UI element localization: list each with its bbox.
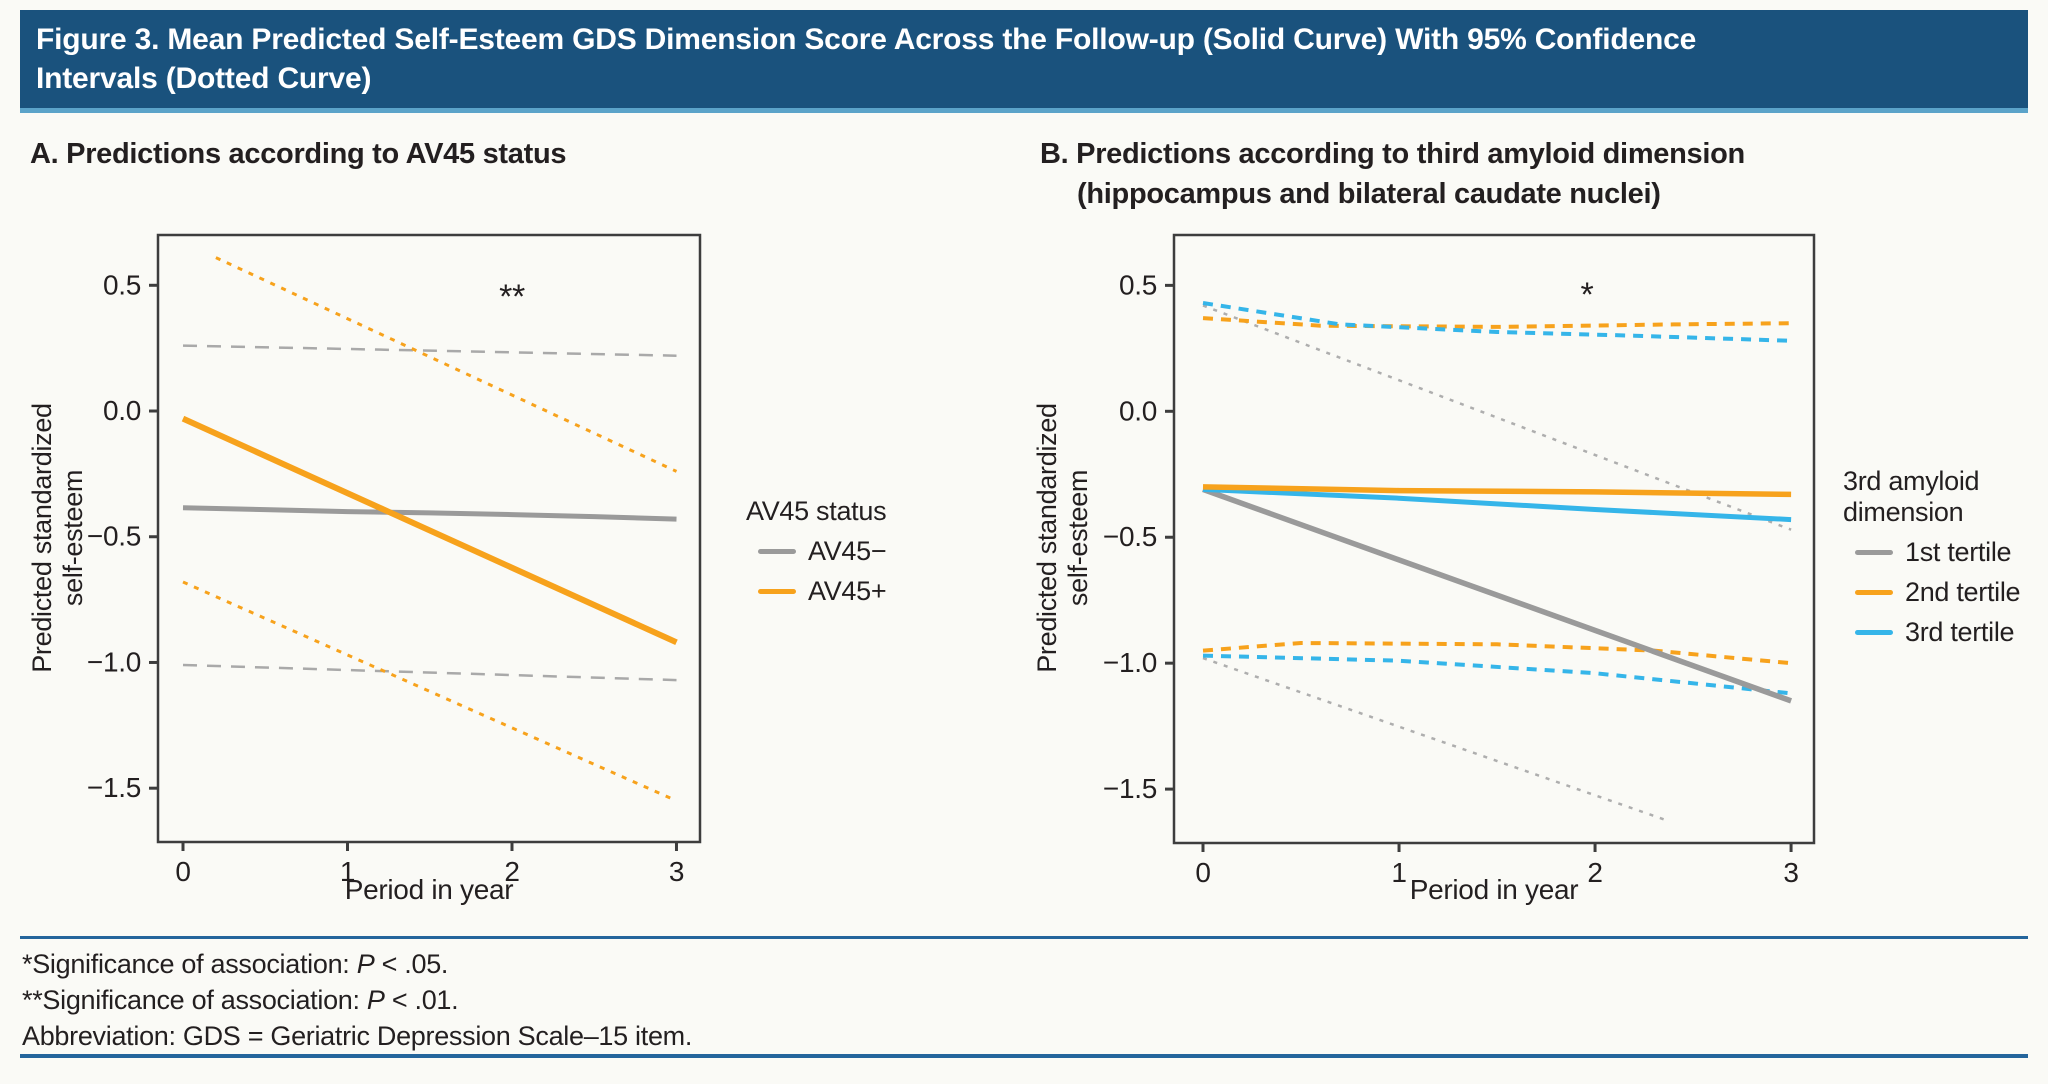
- y-tick-label: −0.5: [87, 521, 141, 552]
- legend-line-swatch-gray: [758, 549, 796, 554]
- footnote-significance-05: *Significance of association: P < .05.: [22, 949, 449, 979]
- footnote-significance-01: **Significance of association: P < .01.: [22, 985, 459, 1015]
- x-axis-label-b: Period in year: [1409, 874, 1579, 905]
- series-a-mean-av45+-mean: [181, 415, 678, 646]
- y-tick-label: −1.0: [87, 646, 141, 677]
- series-b-ci-lower-1st-tertile-lower-95-ci: [1202, 656, 1665, 821]
- legend-item-label: AV45−: [808, 536, 887, 566]
- legend-line-swatch-blue: [1855, 630, 1893, 635]
- legend-line-swatch-orange: [1855, 590, 1893, 595]
- significance-marker-a: **: [499, 278, 525, 316]
- series-b-mean-2nd-tertile-mean: [1202, 484, 1792, 498]
- y-axis-label-a-line-1: Predicted standardized: [27, 403, 57, 673]
- x-tick-label: 2: [504, 856, 519, 887]
- series-a-ci-upper-av45-upper-95-ci: [182, 344, 677, 357]
- figure-title-line-2: Intervals (Dotted Curve): [36, 62, 372, 95]
- legend-item-2nd-tertile: 2nd tertile: [1843, 577, 2021, 608]
- y-tick-label: −1.0: [1103, 647, 1157, 678]
- x-tick-label: 2: [1587, 857, 1602, 888]
- y-tick-label: 0.5: [1119, 269, 1157, 300]
- series-b-ci-upper-1st-tertile-upper-95-ci: [1202, 304, 1792, 531]
- y-tick-label: −0.5: [1103, 521, 1157, 552]
- legend-b-title-line-2: dimension: [1843, 497, 1964, 527]
- legend-b-title-line-1: 3rd amyloid: [1843, 466, 1980, 496]
- series-b-mean-3rd-tertile-mean: [1202, 486, 1792, 523]
- legend-item-label: 3rd tertile: [1905, 617, 2015, 647]
- x-tick-label: 1: [1391, 857, 1406, 888]
- series-b-mean-1st-tertile-mean: [1202, 486, 1793, 704]
- legend-item-av45-negative: AV45−: [746, 536, 887, 567]
- panel-a-title: A. Predictions according to AV45 status: [30, 138, 567, 170]
- y-tick-label: 0.0: [1119, 395, 1157, 426]
- figure-footnotes: *Significance of association: P < .05. *…: [22, 946, 692, 1054]
- legend-item-label: AV45+: [808, 576, 887, 606]
- x-axis-label-a: Period in year: [344, 874, 514, 905]
- y-axis-label-a-line-2: self-esteem: [58, 469, 88, 607]
- figure-title-bar: Figure 3. Mean Predicted Self-Esteem GDS…: [20, 10, 2028, 113]
- series-a-ci-lower-av45+-lower-95-ci: [182, 580, 678, 803]
- series-b-ci-upper-2nd-tertile-upper-95-ci: [1202, 316, 1792, 329]
- legend-item-3rd-tertile: 3rd tertile: [1843, 617, 2020, 648]
- series-a-mean-av45-mean: [182, 505, 677, 522]
- legend-item-label: 2nd tertile: [1905, 577, 2021, 607]
- panel-a-box: [156, 233, 702, 844]
- x-tick-label: 0: [175, 856, 190, 887]
- panel-b-title-line-1: B. Predictions according to third amyloi…: [1040, 138, 1745, 170]
- panel-a-series: [181, 256, 678, 803]
- y-axis-label-b-line-2: self-esteem: [1063, 469, 1093, 607]
- footnote-divider-rule: [20, 936, 2028, 939]
- legend-item-av45-positive: AV45+: [746, 576, 887, 607]
- y-tick-label: 0.5: [103, 269, 141, 300]
- series-b-ci-lower-2nd-tertile-lower-95-ci: [1202, 640, 1792, 666]
- x-tick-label: 0: [1195, 857, 1210, 888]
- series-a-ci-lower-av45-lower-95-ci: [182, 663, 677, 682]
- series-b-ci-lower-3rd-tertile-lower-95-ci: [1202, 653, 1792, 696]
- y-axis-label-b: Predicted standardized self-esteem: [1032, 338, 1094, 738]
- legend-av45-status: AV45 status AV45− AV45+: [746, 496, 887, 607]
- y-tick-label: −1.5: [1103, 773, 1157, 804]
- panel-b-title-line-2: (hippocampus and bilateral caudate nucle…: [1077, 178, 1661, 210]
- legend-a-title: AV45 status: [746, 496, 887, 526]
- y-axis-label-a: Predicted standardized self-esteem: [27, 338, 89, 738]
- panel-b-series: [1202, 301, 1793, 821]
- panel-b-title: B. Predictions according to third amyloi…: [1040, 134, 1745, 214]
- panel-b-box: [1172, 233, 1816, 845]
- x-tick-label: 3: [1783, 857, 1798, 888]
- legend-item-1st-tertile: 1st tertile: [1843, 537, 2020, 568]
- significance-marker-b: *: [1581, 276, 1594, 314]
- x-tick-label: 1: [340, 856, 355, 887]
- y-axis-label-b-line-1: Predicted standardized: [1032, 403, 1062, 673]
- series-b-ci-upper-3rd-tertile-upper-95-ci: [1202, 301, 1792, 343]
- figure-title-line-1: Figure 3. Mean Predicted Self-Esteem GDS…: [36, 23, 1697, 56]
- x-tick-label: 3: [669, 856, 684, 887]
- legend-line-swatch-orange: [758, 589, 796, 594]
- y-tick-label: −1.5: [87, 772, 141, 803]
- panel-b-plot: 0 1 2 3 0.5 0.0 −0.5 −1.0 −1.5 *: [1103, 233, 1816, 888]
- legend-amyloid-dimension: 3rd amyloid dimension 1st tertile 2nd te…: [1843, 466, 2021, 648]
- series-a-ci-upper-av45+-upper-95-ci: [215, 256, 678, 473]
- panel-a-plot: 0 1 2 3 0.5 0.0 −0.5 −1.0 −1.5 **: [87, 233, 702, 887]
- legend-item-label: 1st tertile: [1905, 537, 2012, 567]
- y-tick-label: 0.0: [103, 395, 141, 426]
- legend-line-swatch-gray: [1855, 550, 1893, 555]
- footnote-abbreviation: Abbreviation: GDS = Geriatric Depression…: [22, 1021, 693, 1051]
- bottom-rule: [20, 1054, 2028, 1058]
